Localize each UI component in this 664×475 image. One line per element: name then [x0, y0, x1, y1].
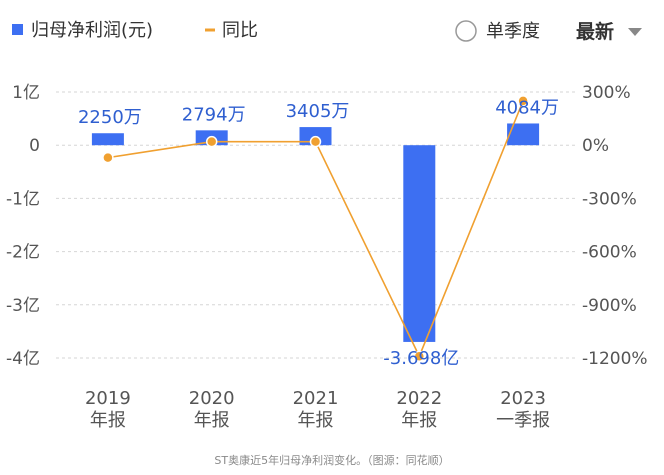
x-tick-year: 2019 [85, 388, 131, 409]
bar [403, 145, 436, 342]
yoy-point [309, 135, 322, 148]
left-tick-label: 1亿 [12, 83, 40, 103]
bar-series [91, 123, 540, 342]
chart: 归母净利润(元) 同比 单季度 最新 1亿 0 -1亿 -2亿 -3亿 -4亿 300% 0… [6, 20, 648, 431]
right-axis: 300% 0% -300% -600% -900% -1200% [582, 83, 648, 369]
left-tick-label: -4亿 [6, 349, 40, 369]
x-tick-period: 一季报 [496, 410, 550, 431]
bar-value-label: 3405万 [286, 101, 350, 122]
x-tick-period: 年报 [194, 410, 230, 431]
bar-value-label: 4084万 [495, 97, 559, 118]
season-toggle-label[interactable]: 单季度 [486, 21, 540, 42]
left-tick-label: 0 [29, 136, 40, 156]
legend-bar-swatch [12, 24, 23, 35]
season-radio-icon[interactable] [455, 20, 477, 42]
bar-value-label: 2250万 [78, 107, 142, 128]
data-labels: 2250万 2794万 3405万 -3.698亿 4084万 [78, 97, 559, 368]
bar-value-label: -3.698亿 [383, 348, 459, 369]
left-axis: 1亿 0 -1亿 -2亿 -3亿 -4亿 [6, 83, 40, 369]
sort-select-label[interactable]: 最新 [576, 20, 614, 43]
x-tick-year: 2022 [396, 388, 442, 409]
left-tick-label: -1亿 [6, 189, 40, 209]
x-tick-year: 2021 [293, 388, 339, 409]
right-tick-label: -1200% [582, 349, 648, 369]
right-tick-label: 0% [582, 136, 609, 156]
bar [507, 123, 540, 146]
x-tick-year: 2023 [500, 388, 546, 409]
x-tick-period: 年报 [298, 410, 334, 431]
caption: ST奥康近5年归母净利润变化。（图源：同花顺） [214, 454, 450, 467]
bar [91, 133, 124, 146]
left-tick-label: -3亿 [6, 296, 40, 316]
legend-bar-label: 归母净利润(元) [31, 20, 153, 41]
line-series [102, 95, 529, 362]
legend-line-label: 同比 [222, 20, 258, 41]
right-tick-label: -900% [582, 296, 637, 316]
right-tick-label: -600% [582, 243, 637, 263]
yoy-point [102, 151, 114, 164]
left-tick-label: -2亿 [6, 243, 40, 263]
x-tick-year: 2020 [189, 388, 235, 409]
x-tick-period: 年报 [401, 410, 437, 431]
bar-value-label: 2794万 [182, 104, 246, 125]
yoy-point [205, 135, 218, 148]
chevron-down-icon[interactable] [628, 28, 642, 36]
yoy-point [517, 95, 529, 107]
yoy-point [413, 350, 426, 362]
right-tick-label: 300% [582, 83, 631, 103]
x-tick-period: 年报 [90, 410, 126, 431]
right-tick-label: -300% [582, 189, 637, 209]
